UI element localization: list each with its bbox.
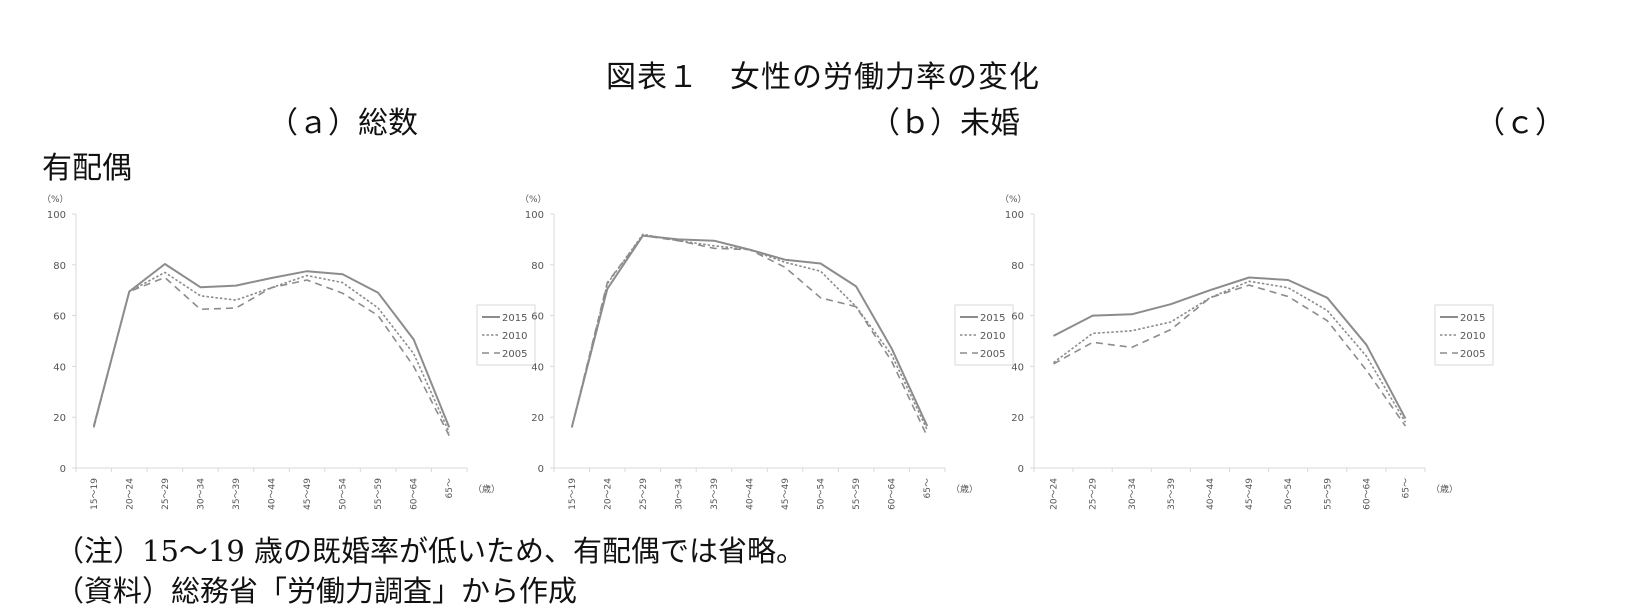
y-tick-label: 80 — [531, 261, 544, 272]
y-tick-label: 20 — [531, 413, 544, 424]
subtitle-b: （ｂ）未婚 — [870, 106, 1020, 141]
x-tick-label: 25～29 — [161, 478, 171, 510]
x-tick-label: 30～34 — [674, 478, 684, 510]
y-axis-unit-label: （%） — [520, 194, 547, 205]
y-tick-label: 0 — [538, 464, 544, 475]
y-tick-label: 60 — [53, 312, 66, 323]
chart-a-total: （%） 0 20 40 60 80 100 15～19 20～24 25～29 30～34 35～39… — [30, 185, 550, 510]
x-tick-label: 35～39 — [232, 478, 242, 510]
x-tick-label: 35～39 — [710, 478, 720, 510]
subtitle-a: （ａ）総数 — [268, 106, 418, 141]
x-tick-label: 60～64 — [410, 478, 420, 510]
y-tick-label: 20 — [1011, 413, 1024, 424]
x-tick-label: 15～19 — [568, 478, 578, 510]
x-tick-label: 40～44 — [746, 478, 756, 510]
x-tick-label: 45～49 — [781, 478, 791, 510]
footnote-source: （資料）総務省「労働力調査」から作成 — [55, 574, 578, 608]
chart-b-unmarried: （%） 0 20 40 60 80 100 15～19 20～24 25～29 30～34 35～39… — [508, 185, 1028, 510]
line-chart-svg: （%） 0 20 40 60 80 100 15～19 20～24 25～29 30～34 35～39… — [42, 194, 536, 510]
y-tick-label: 40 — [53, 362, 66, 373]
legend-label-2015: 2015 — [502, 313, 527, 324]
x-tick-label: 60～64 — [1362, 478, 1372, 510]
x-tick-label: 35～39 — [1167, 478, 1177, 510]
x-tick-label: 30～34 — [196, 478, 206, 510]
x-tick-label: 20～24 — [125, 478, 135, 510]
y-tick-label: 20 — [53, 413, 66, 424]
series-line-2010 — [1053, 280, 1407, 423]
y-tick-label: 100 — [1005, 210, 1024, 221]
x-tick-label: 65～ — [923, 478, 933, 498]
series-line-2005 — [571, 234, 928, 437]
legend-label-2010: 2010 — [502, 331, 527, 342]
y-tick-label: 80 — [53, 261, 66, 272]
subtitle-c: （ｃ） — [1475, 106, 1565, 141]
series-line-2010 — [93, 271, 450, 433]
x-tick-label: 55～59 — [374, 478, 384, 510]
y-tick-label: 40 — [1011, 362, 1024, 373]
figure-title: 図表１ 女性の労働力率の変化 — [606, 60, 1040, 95]
y-tick-label: 40 — [531, 362, 544, 373]
series-line-2005 — [1053, 284, 1407, 427]
legend-label-2015: 2015 — [980, 313, 1005, 324]
legend-label-2005: 2005 — [1460, 349, 1485, 360]
x-tick-label: 50～54 — [1284, 478, 1294, 510]
x-tick-label: 55～59 — [1323, 478, 1333, 510]
legend-label-2010: 2010 — [980, 331, 1005, 342]
legend-label-2010: 2010 — [1460, 331, 1485, 342]
x-tick-label: 30～34 — [1128, 478, 1138, 510]
y-tick-label: 100 — [525, 210, 544, 221]
x-tick-label: 60～64 — [888, 478, 898, 510]
y-tick-label: 0 — [60, 464, 66, 475]
x-tick-label: 50～54 — [817, 478, 827, 510]
x-tick-label: 40～44 — [268, 478, 278, 510]
x-tick-label: 20～24 — [1050, 478, 1060, 510]
line-chart-svg: （%） 0 20 40 60 80 100 20～24 25～29 30～34 35～39 40～44… — [1000, 194, 1494, 510]
x-tick-label: 45～49 — [303, 478, 313, 510]
x-tick-label: 55～59 — [852, 478, 862, 510]
x-tick-label: 65～ — [1401, 478, 1411, 498]
legend-label-2015: 2015 — [1460, 313, 1485, 324]
x-tick-label: 40～44 — [1206, 478, 1216, 510]
x-tick-label: 25～29 — [1089, 478, 1099, 510]
footnote-note: （注）15～19 歳の既婚率が低いため、有配偶では省略。 — [55, 534, 806, 568]
x-axis-unit-label: （歳） — [951, 483, 978, 495]
y-tick-label: 60 — [531, 312, 544, 323]
x-tick-label: 25～29 — [639, 478, 649, 510]
x-tick-label: 50～54 — [339, 478, 349, 510]
subtitle-c-continued: 有配偶 — [42, 151, 132, 186]
y-axis-unit-label: （%） — [42, 194, 69, 205]
x-tick-label: 20～24 — [603, 478, 613, 510]
x-tick-label: 15～19 — [90, 478, 100, 510]
y-tick-label: 100 — [47, 210, 66, 221]
y-tick-label: 80 — [1011, 261, 1024, 272]
y-axis-unit-label: （%） — [1000, 194, 1027, 205]
chart-c-married: （%） 0 20 40 60 80 100 20～24 25～29 30～34 35～39 40～44… — [988, 185, 1508, 510]
legend-label-2005: 2005 — [502, 349, 527, 360]
series-line-2015 — [1053, 276, 1407, 419]
y-tick-label: 0 — [1018, 464, 1024, 475]
x-tick-label: 65～ — [445, 478, 455, 498]
series-line-2015 — [570, 234, 929, 428]
y-tick-label: 60 — [1011, 312, 1024, 323]
series-line-2015 — [92, 263, 451, 428]
series-line-2005 — [93, 276, 450, 437]
x-axis-unit-label: （歳） — [1431, 483, 1458, 495]
line-chart-svg: （%） 0 20 40 60 80 100 15～19 20～24 25～29 30～34 35～39… — [520, 194, 1014, 510]
legend-label-2005: 2005 — [980, 349, 1005, 360]
x-tick-label: 45～49 — [1245, 478, 1255, 510]
x-axis-unit-label: （歳） — [473, 483, 500, 495]
